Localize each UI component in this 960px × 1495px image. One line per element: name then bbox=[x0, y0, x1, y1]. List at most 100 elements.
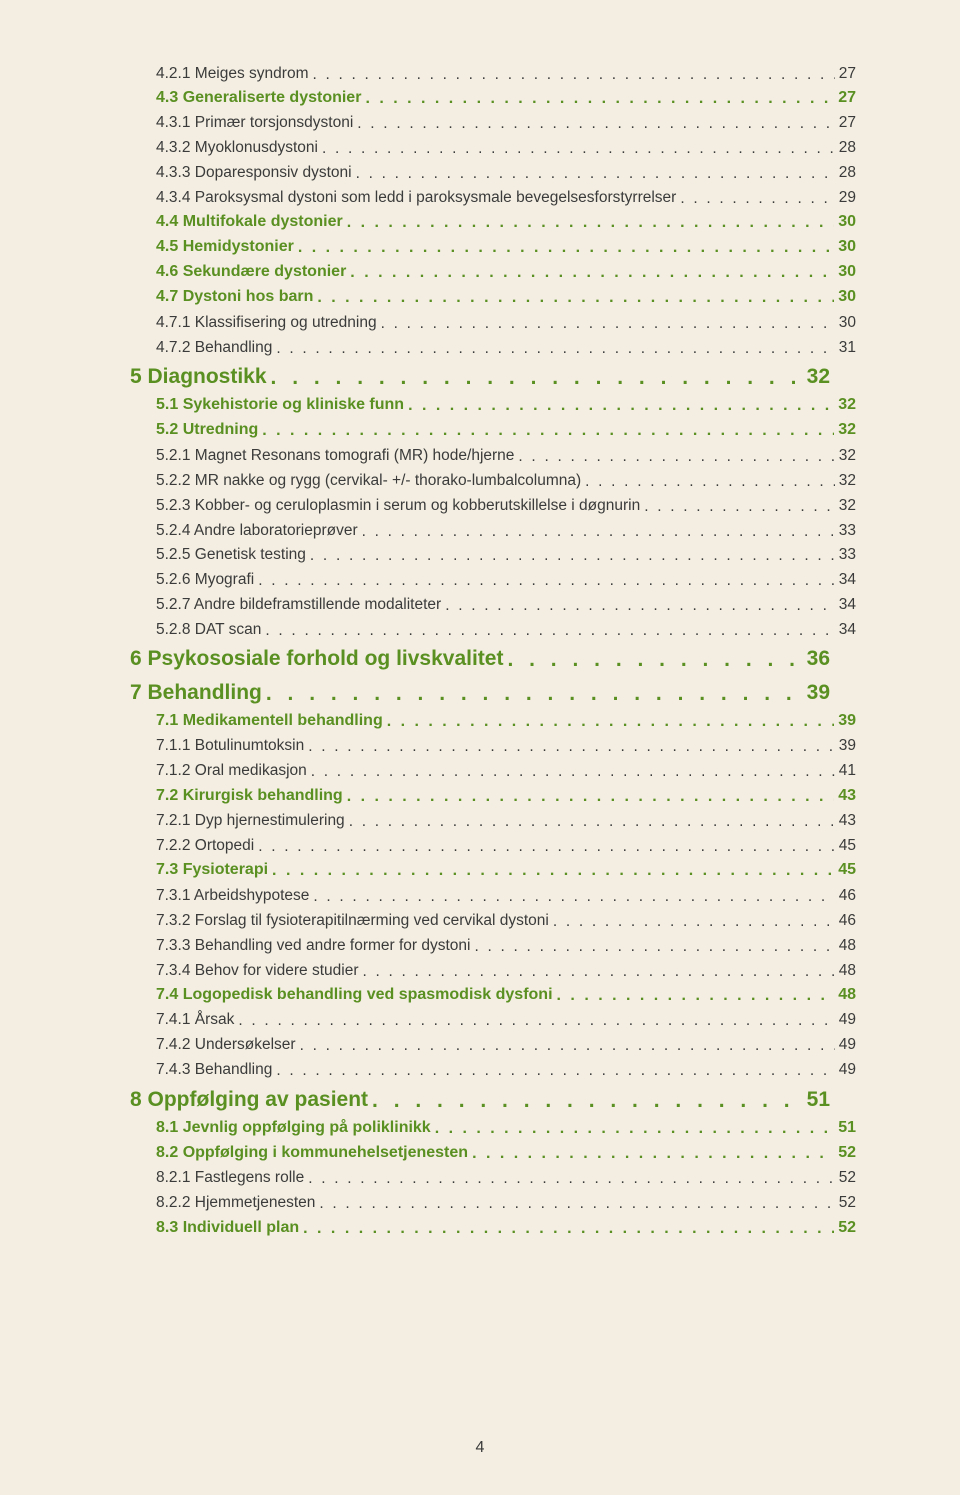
toc-entry-leader-dots: . . . . . . . . . . . . . . . . . . . . … bbox=[372, 1088, 803, 1114]
toc-entry-label: 5.2.1 Magnet Resonans tomografi (MR) hod… bbox=[156, 446, 514, 465]
toc-entry-leader-dots: . . . . . . . . . . . . . . . . . . . . … bbox=[585, 472, 835, 491]
toc-entry-leader-dots: . . . . . . . . . . . . . . . . . . . . … bbox=[553, 912, 835, 931]
toc-entry: 4.7.2 Behandling. . . . . . . . . . . . … bbox=[130, 338, 856, 357]
toc-entry-label: 7.1.1 Botulinumtoksin bbox=[156, 736, 304, 755]
toc-entry: 4.3.1 Primær torsjonsdystoni. . . . . . … bbox=[130, 113, 856, 132]
toc-entry-page: 30 bbox=[838, 212, 856, 232]
toc-entry: 4.4 Multifokale dystonier. . . . . . . .… bbox=[130, 212, 856, 232]
toc-entry-page: 43 bbox=[838, 786, 856, 806]
toc-entry: 5.2.6 Myografi. . . . . . . . . . . . . … bbox=[130, 570, 856, 589]
toc-entry-leader-dots: . . . . . . . . . . . . . . . . . . . . … bbox=[507, 647, 802, 673]
toc-entry-label: 7.3.4 Behov for videre studier bbox=[156, 961, 358, 980]
toc-entry-leader-dots: . . . . . . . . . . . . . . . . . . . . … bbox=[557, 986, 835, 1006]
toc-entry: 5.2.8 DAT scan. . . . . . . . . . . . . … bbox=[130, 620, 856, 639]
toc-entry: 8 Oppfølging av pasient. . . . . . . . .… bbox=[130, 1087, 830, 1113]
toc-entry-leader-dots: . . . . . . . . . . . . . . . . . . . . … bbox=[350, 263, 834, 283]
document-page: 4.2.1 Meiges syndrom. . . . . . . . . . … bbox=[0, 0, 960, 1495]
toc-entry-leader-dots: . . . . . . . . . . . . . . . . . . . . … bbox=[387, 712, 834, 732]
toc-entry-label: 7.2.2 Ortopedi bbox=[156, 836, 254, 855]
toc-entry: 4.7.1 Klassifisering og utredning. . . .… bbox=[130, 313, 856, 332]
toc-entry: 7.4.1 Årsak. . . . . . . . . . . . . . .… bbox=[130, 1010, 856, 1029]
toc-entry-page: 32 bbox=[807, 364, 830, 390]
toc-entry-label: 5.2 Utredning bbox=[156, 420, 258, 440]
toc-entry-leader-dots: . . . . . . . . . . . . . . . . . . . . … bbox=[381, 314, 835, 333]
toc-entry: 5.2.4 Andre laboratorieprøver. . . . . .… bbox=[130, 521, 856, 540]
toc-entry-page: 27 bbox=[838, 88, 856, 108]
toc-entry-label: 4.7 Dystoni hos barn bbox=[156, 287, 313, 307]
toc-entry: 7.4 Logopedisk behandling ved spasmodisk… bbox=[130, 985, 856, 1005]
toc-entry-leader-dots: . . . . . . . . . . . . . . . . . . . . … bbox=[347, 787, 835, 807]
table-of-contents: 4.2.1 Meiges syndrom . . . . . . . . . . … bbox=[130, 64, 830, 1238]
toc-entry-label: 4.7.1 Klassifisering og utredning bbox=[156, 313, 377, 332]
toc-entry: 4.5 Hemidystonier. . . . . . . . . . . .… bbox=[130, 237, 856, 257]
toc-entry-label: 8.2.1 Fastlegens rolle bbox=[156, 1168, 304, 1187]
toc-entry-page: 32 bbox=[839, 446, 856, 465]
toc-entry-leader-dots: . . . . . . . . . . . . . . . . . . . . … bbox=[518, 447, 834, 466]
toc-entry: 5 Diagnostikk. . . . . . . . . . . . . .… bbox=[130, 364, 830, 390]
toc-entry-leader-dots: . . . . . . . . . . . . . . . . . . . . … bbox=[276, 1061, 834, 1080]
toc-entry-label: 8.2.2 Hjemmetjenesten bbox=[156, 1193, 315, 1212]
toc-entry-leader-dots: . . . . . . . . . . . . . . . . . . . . … bbox=[644, 497, 835, 516]
toc-entry-label: 4.3.3 Doparesponsiv dystoni bbox=[156, 163, 352, 182]
toc-entry-label: 7.1.2 Oral medikasjon bbox=[156, 761, 307, 780]
toc-entry-page: 48 bbox=[838, 985, 856, 1005]
toc-entry-label: 4.2.1 Meiges syndrom bbox=[156, 64, 309, 83]
toc-entry-leader-dots: . . . . . . . . . . . . . . . . . . . . … bbox=[266, 681, 803, 707]
toc-entry-label: 7.3 Fysioterapi bbox=[156, 860, 268, 880]
toc-entry-page: 48 bbox=[839, 961, 856, 980]
toc-entry-label: 7.2 Kirurgisk behandling bbox=[156, 786, 343, 806]
toc-entry: 7.2 Kirurgisk behandling. . . . . . . . … bbox=[130, 786, 856, 806]
toc-entry: 8.2.1 Fastlegens rolle. . . . . . . . . … bbox=[130, 1168, 856, 1187]
toc-entry-leader-dots: . . . . . . . . . . . . . . . . . . . . … bbox=[298, 238, 834, 258]
toc-entry: 5.2.2 MR nakke og rygg (cervikal- +/- th… bbox=[130, 471, 856, 490]
toc-entry: 8.2.2 Hjemmetjenesten. . . . . . . . . .… bbox=[130, 1193, 856, 1212]
toc-entry-label: 7.4.3 Behandling bbox=[156, 1060, 272, 1079]
toc-entry-page: 45 bbox=[838, 860, 856, 880]
toc-entry-leader-dots: . . . . . . . . . . . . . . . . . . . . … bbox=[313, 65, 835, 84]
toc-entry: 5.2.7 Andre bildeframstillende modalitet… bbox=[130, 595, 856, 614]
toc-entry-page: 33 bbox=[839, 521, 856, 540]
toc-entry-page: 45 bbox=[839, 836, 856, 855]
toc-entry-label: 6 Psykososiale forhold og livskvalitet bbox=[130, 646, 503, 672]
toc-entry-leader-dots: . . . . . . . . . . . . . . . . . . . . … bbox=[322, 139, 835, 158]
toc-entry-page: 27 bbox=[839, 64, 856, 83]
toc-entry-page: 52 bbox=[838, 1218, 856, 1238]
toc-entry-label: 4.3 Generaliserte dystonier bbox=[156, 88, 361, 108]
toc-entry-page: 51 bbox=[838, 1118, 856, 1138]
toc-entry-leader-dots: . . . . . . . . . . . . . . . . . . . . … bbox=[258, 837, 835, 856]
toc-entry-label: 5.2.5 Genetisk testing bbox=[156, 545, 306, 564]
toc-entry-leader-dots: . . . . . . . . . . . . . . . . . . . . … bbox=[349, 812, 835, 831]
toc-entry-page: 34 bbox=[839, 620, 856, 639]
toc-entry-label: 7.4.2 Undersøkelser bbox=[156, 1035, 296, 1054]
toc-entry-page: 51 bbox=[807, 1087, 830, 1113]
toc-entry: 4.3 Generaliserte dystonier. . . . . . .… bbox=[130, 88, 856, 108]
toc-entry-page: 30 bbox=[839, 313, 856, 332]
toc-entry-page: 31 bbox=[839, 338, 856, 357]
toc-entry: 7.1 Medikamentell behandling. . . . . . … bbox=[130, 711, 856, 731]
toc-entry-page: 27 bbox=[839, 113, 856, 132]
toc-entry-label: 5.2.6 Myografi bbox=[156, 570, 254, 589]
toc-entry-page: 49 bbox=[839, 1035, 856, 1054]
toc-entry-leader-dots: . . . . . . . . . . . . . . . . . . . . … bbox=[258, 571, 835, 590]
toc-entry-page: 48 bbox=[839, 936, 856, 955]
toc-entry-leader-dots: . . . . . . . . . . . . . . . . . . . . … bbox=[317, 288, 834, 308]
toc-entry: 7.4.3 Behandling. . . . . . . . . . . . … bbox=[130, 1060, 856, 1079]
toc-entry-leader-dots: . . . . . . . . . . . . . . . . . . . . … bbox=[308, 737, 835, 756]
toc-entry: 4.2.1 Meiges syndrom. . . . . . . . . . … bbox=[130, 64, 856, 83]
toc-entry-page: 36 bbox=[807, 646, 830, 672]
toc-entry: 4.3.3 Doparesponsiv dystoni. . . . . . .… bbox=[130, 163, 856, 182]
toc-entry-leader-dots: . . . . . . . . . . . . . . . . . . . . … bbox=[262, 421, 834, 441]
toc-entry: 5.2.5 Genetisk testing. . . . . . . . . … bbox=[130, 545, 856, 564]
toc-entry: 7.3.3 Behandling ved andre former for dy… bbox=[130, 936, 856, 955]
toc-entry-label: 4.3.2 Myoklonusdystoni bbox=[156, 138, 318, 157]
toc-entry-label: 5 Diagnostikk bbox=[130, 364, 267, 390]
toc-entry-page: 49 bbox=[839, 1060, 856, 1079]
toc-entry-leader-dots: . . . . . . . . . . . . . . . . . . . . … bbox=[310, 546, 835, 565]
toc-entry: 7 Behandling. . . . . . . . . . . . . . … bbox=[130, 680, 830, 706]
toc-entry-leader-dots: . . . . . . . . . . . . . . . . . . . . … bbox=[362, 962, 834, 981]
toc-entry-page: 29 bbox=[839, 188, 856, 207]
toc-entry-leader-dots: . . . . . . . . . . . . . . . . . . . . … bbox=[408, 396, 834, 416]
toc-entry: 6 Psykososiale forhold og livskvalitet. … bbox=[130, 646, 830, 672]
toc-entry-leader-dots: . . . . . . . . . . . . . . . . . . . . … bbox=[362, 522, 835, 541]
toc-entry-leader-dots: . . . . . . . . . . . . . . . . . . . . … bbox=[308, 1169, 835, 1188]
